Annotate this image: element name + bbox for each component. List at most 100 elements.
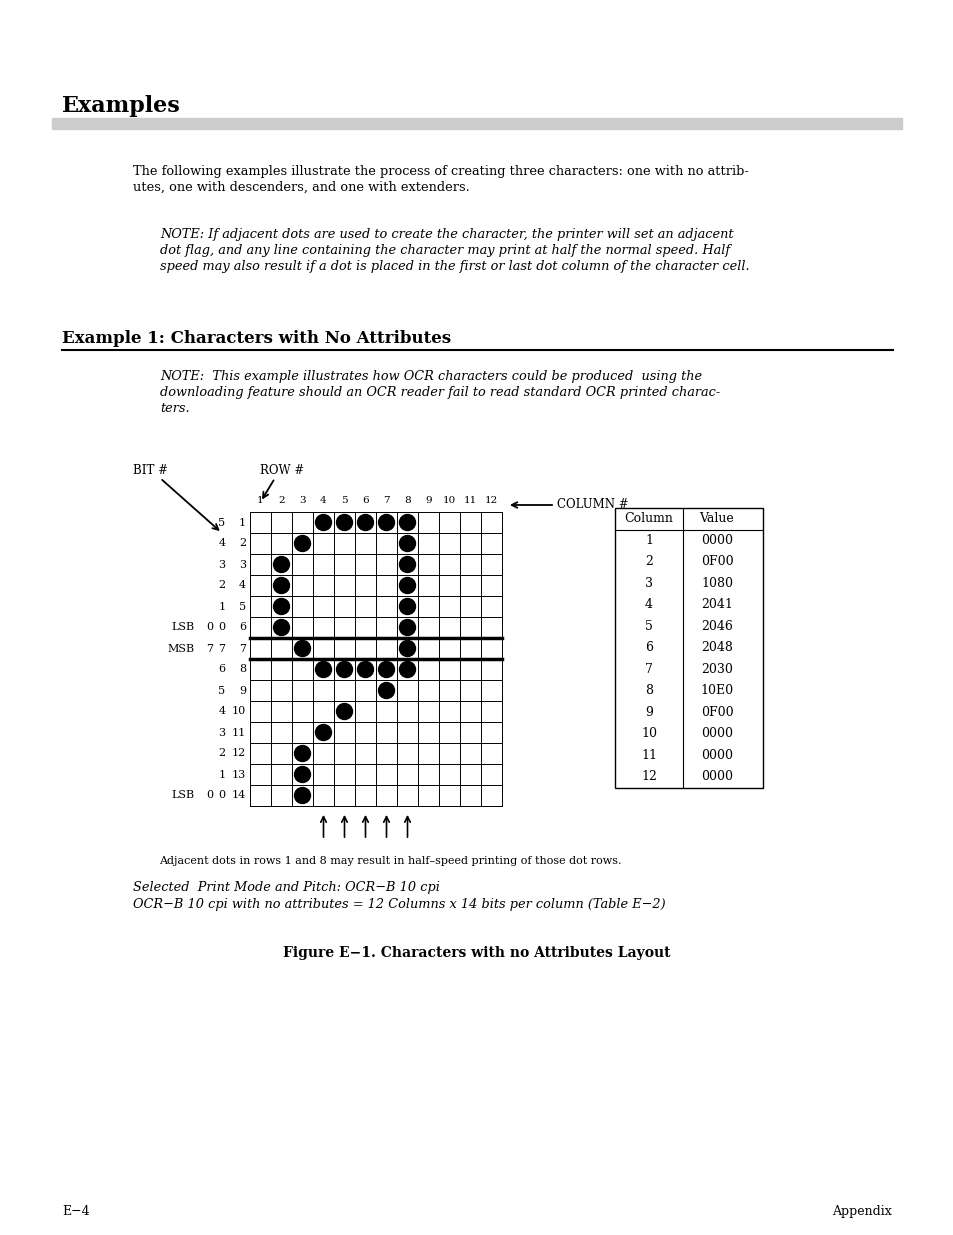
Text: 4: 4 bbox=[644, 598, 652, 611]
Circle shape bbox=[315, 662, 331, 678]
Text: 0: 0 bbox=[206, 790, 213, 800]
Text: 2041: 2041 bbox=[700, 598, 732, 611]
Circle shape bbox=[378, 683, 395, 699]
Text: 10: 10 bbox=[442, 496, 456, 505]
Text: 7: 7 bbox=[239, 643, 246, 653]
Text: 2: 2 bbox=[278, 496, 285, 505]
Text: Figure E−1. Characters with no Attributes Layout: Figure E−1. Characters with no Attribute… bbox=[283, 946, 670, 960]
Text: 12: 12 bbox=[232, 748, 246, 758]
Text: LSB: LSB bbox=[172, 622, 194, 632]
Text: Examples: Examples bbox=[62, 95, 180, 117]
Bar bbox=[615, 508, 762, 788]
Text: 8: 8 bbox=[404, 496, 411, 505]
Text: 3: 3 bbox=[218, 559, 225, 569]
Text: 1: 1 bbox=[238, 517, 246, 527]
Text: 9: 9 bbox=[644, 705, 652, 719]
Text: 0000: 0000 bbox=[700, 748, 732, 762]
Circle shape bbox=[274, 578, 289, 594]
Text: 6: 6 bbox=[238, 622, 246, 632]
Circle shape bbox=[336, 662, 352, 678]
Circle shape bbox=[399, 641, 416, 657]
Text: 6: 6 bbox=[218, 664, 225, 674]
Text: 14: 14 bbox=[232, 790, 246, 800]
Text: 1: 1 bbox=[218, 601, 225, 611]
Text: Column: Column bbox=[624, 513, 673, 525]
Text: NOTE:  This example illustrates how OCR characters could be produced  using the: NOTE: This example illustrates how OCR c… bbox=[160, 370, 701, 383]
Text: 5: 5 bbox=[341, 496, 348, 505]
Text: 0: 0 bbox=[218, 790, 225, 800]
Text: 3: 3 bbox=[238, 559, 246, 569]
Text: Example 1: Characters with No Attributes: Example 1: Characters with No Attributes bbox=[62, 330, 451, 347]
Text: 0: 0 bbox=[206, 622, 213, 632]
Text: 0000: 0000 bbox=[700, 771, 732, 783]
Circle shape bbox=[399, 620, 416, 636]
Bar bbox=[52, 119, 901, 128]
Circle shape bbox=[357, 662, 374, 678]
Text: 10: 10 bbox=[232, 706, 246, 716]
Text: 9: 9 bbox=[238, 685, 246, 695]
Text: 5: 5 bbox=[218, 517, 225, 527]
Text: NOTE: If adjacent dots are used to create the character, the printer will set an: NOTE: If adjacent dots are used to creat… bbox=[160, 228, 733, 241]
Circle shape bbox=[315, 515, 331, 531]
Circle shape bbox=[294, 641, 310, 657]
Text: Value: Value bbox=[699, 513, 734, 525]
Text: 10: 10 bbox=[640, 727, 657, 740]
Text: BIT #: BIT # bbox=[132, 464, 168, 477]
Circle shape bbox=[336, 704, 352, 720]
Circle shape bbox=[274, 620, 289, 636]
Text: COLUMN #: COLUMN # bbox=[557, 499, 628, 511]
Circle shape bbox=[378, 662, 395, 678]
Text: 11: 11 bbox=[463, 496, 476, 505]
Text: 6: 6 bbox=[644, 641, 652, 655]
Text: 4: 4 bbox=[238, 580, 246, 590]
Text: 3: 3 bbox=[218, 727, 225, 737]
Text: 3: 3 bbox=[299, 496, 306, 505]
Text: 2: 2 bbox=[644, 556, 652, 568]
Text: Adjacent dots in rows 1 and 8 may result in half–speed printing of those dot row: Adjacent dots in rows 1 and 8 may result… bbox=[158, 856, 620, 866]
Circle shape bbox=[315, 725, 331, 741]
Circle shape bbox=[294, 767, 310, 783]
Text: ROW #: ROW # bbox=[260, 464, 304, 477]
Text: 0000: 0000 bbox=[700, 534, 732, 547]
Circle shape bbox=[336, 515, 352, 531]
Text: 1080: 1080 bbox=[700, 577, 732, 590]
Circle shape bbox=[294, 536, 310, 552]
Text: 2030: 2030 bbox=[700, 663, 732, 676]
Text: downloading feature should an OCR reader fail to read standard OCR printed chara: downloading feature should an OCR reader… bbox=[160, 387, 720, 399]
Text: 3: 3 bbox=[644, 577, 652, 590]
Circle shape bbox=[399, 515, 416, 531]
Text: 6: 6 bbox=[362, 496, 369, 505]
Text: 1: 1 bbox=[218, 769, 225, 779]
Text: Appendix: Appendix bbox=[831, 1205, 891, 1218]
Text: 2: 2 bbox=[238, 538, 246, 548]
Text: 0000: 0000 bbox=[700, 727, 732, 740]
Text: 5: 5 bbox=[644, 620, 652, 632]
Text: 9: 9 bbox=[425, 496, 432, 505]
Text: 12: 12 bbox=[484, 496, 497, 505]
Text: 11: 11 bbox=[232, 727, 246, 737]
Text: OCR−B 10 cpi with no attributes = 12 Columns x 14 bits per column (Table E−2): OCR−B 10 cpi with no attributes = 12 Col… bbox=[132, 898, 665, 911]
Text: 2: 2 bbox=[218, 580, 225, 590]
Circle shape bbox=[399, 662, 416, 678]
Text: 7: 7 bbox=[206, 643, 213, 653]
Circle shape bbox=[357, 515, 374, 531]
Text: 8: 8 bbox=[644, 684, 652, 698]
Text: 8: 8 bbox=[238, 664, 246, 674]
Text: 5: 5 bbox=[238, 601, 246, 611]
Text: 4: 4 bbox=[218, 706, 225, 716]
Text: E−4: E−4 bbox=[62, 1205, 90, 1218]
Text: 11: 11 bbox=[640, 748, 657, 762]
Text: 1: 1 bbox=[257, 496, 264, 505]
Text: 7: 7 bbox=[383, 496, 390, 505]
Text: LSB: LSB bbox=[172, 790, 194, 800]
Text: MSB: MSB bbox=[168, 643, 194, 653]
Text: 0F00: 0F00 bbox=[700, 705, 733, 719]
Text: 4: 4 bbox=[320, 496, 327, 505]
Text: 7: 7 bbox=[644, 663, 652, 676]
Text: ters.: ters. bbox=[160, 403, 190, 415]
Text: 2046: 2046 bbox=[700, 620, 732, 632]
Text: 5: 5 bbox=[218, 685, 225, 695]
Circle shape bbox=[274, 557, 289, 573]
Text: 1: 1 bbox=[644, 534, 652, 547]
Circle shape bbox=[274, 599, 289, 615]
